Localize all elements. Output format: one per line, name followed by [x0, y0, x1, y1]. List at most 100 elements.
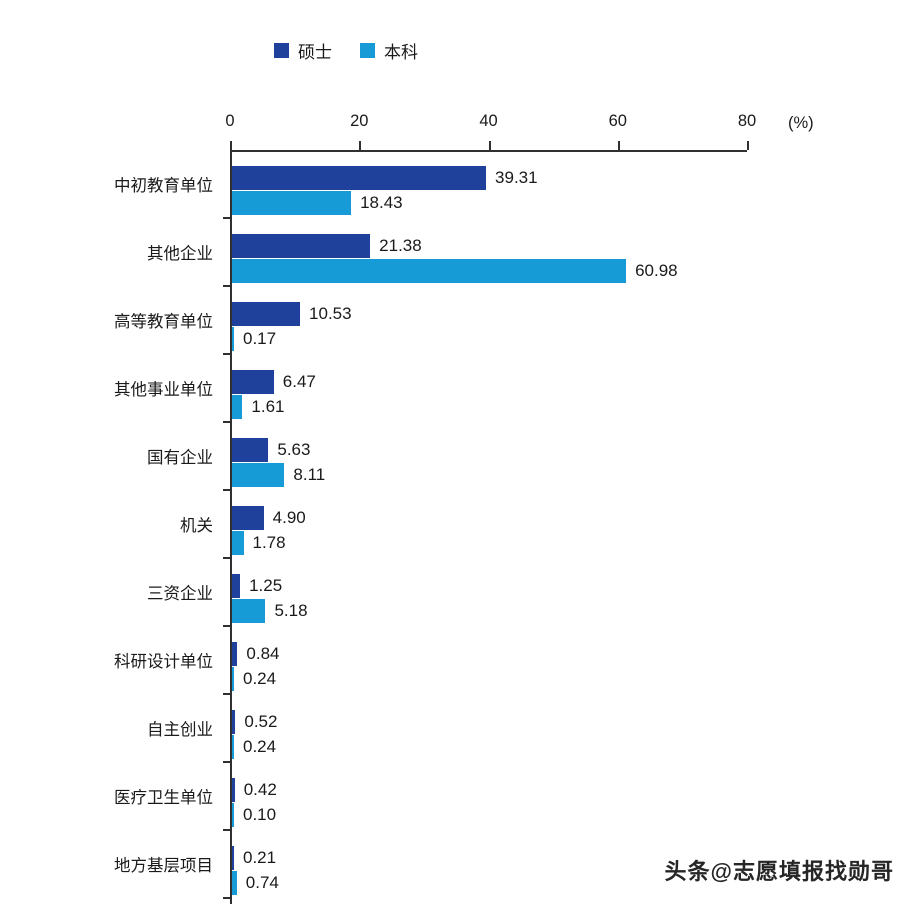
legend-swatch-masters	[274, 43, 289, 58]
y-tick-mark	[223, 217, 230, 219]
bar-line-masters: 21.38	[232, 234, 906, 258]
bar-value: 4.90	[272, 508, 306, 527]
bar-value: 60.98	[635, 261, 678, 280]
category-label: 高等教育单位	[114, 313, 213, 331]
bar-bachelor	[232, 191, 352, 215]
x-tick-mark	[747, 141, 749, 150]
category-label: 医疗卫生单位	[114, 789, 213, 807]
bar-masters	[232, 302, 301, 326]
category-row: 三资企业 1.25 5.18	[0, 558, 906, 626]
bar-bachelor	[232, 395, 243, 419]
bar-value: 10.53	[309, 304, 352, 323]
category-label: 机关	[180, 517, 213, 535]
category-row: 国有企业 5.63 8.11	[0, 422, 906, 490]
y-tick-mark	[223, 421, 230, 423]
x-tick-mark	[359, 141, 362, 150]
x-tick-label: 40	[479, 112, 498, 130]
category-label: 三资企业	[147, 585, 213, 603]
bar-line-masters: 0.52	[232, 710, 906, 734]
bar-line-bachelor: 8.11	[232, 463, 906, 487]
bar-value: 1.25	[249, 576, 283, 595]
bar-line-masters: 6.47	[232, 370, 906, 394]
bar-value: 1.61	[251, 397, 285, 416]
bar-group: 10.53 0.17	[230, 286, 906, 354]
bar-line-masters: 0.42	[232, 778, 906, 802]
y-tick-mark	[223, 693, 230, 695]
category-label: 自主创业	[147, 721, 213, 739]
bar-value: 0.42	[243, 780, 277, 799]
bar-group: 0.42 0.10	[230, 762, 906, 830]
watermark: 头条@志愿填报找勋哥	[664, 859, 894, 884]
bar-value: 6.47	[282, 372, 316, 391]
legend-swatch-bachelor	[360, 43, 375, 58]
category-label: 国有企业	[147, 449, 213, 467]
bar-line-bachelor: 0.74	[232, 871, 906, 895]
category-row: 机关 4.90 1.78	[0, 490, 906, 558]
bar-masters	[232, 574, 241, 598]
category-label: 中初教育单位	[114, 177, 213, 195]
x-tick-mark	[617, 141, 620, 150]
bar-group: 21.38 60.98	[230, 218, 906, 286]
bar-bachelor	[232, 463, 285, 487]
axis-unit-label: (%)	[788, 114, 814, 132]
bar-line-bachelor: 1.61	[232, 395, 906, 419]
category-row: 其他事业单位 6.47 1.61	[0, 354, 906, 422]
category-row: 高等教育单位 10.53 0.17	[0, 286, 906, 354]
bar-value: 0.84	[246, 644, 280, 663]
category-label: 其他企业	[147, 245, 213, 263]
bar-group: 39.31 18.43	[230, 150, 906, 218]
legend: 硕士 本科	[274, 38, 418, 63]
bar-line-bachelor: 18.43	[232, 191, 906, 215]
bar-value: 0.17	[243, 329, 277, 348]
bar-bachelor	[232, 803, 234, 827]
bar-line-masters: 10.53	[232, 302, 906, 326]
bar-value: 0.24	[243, 737, 277, 756]
legend-item-bachelor: 本科	[360, 38, 418, 63]
bar-masters	[232, 370, 274, 394]
bar-group: 6.47 1.61	[230, 354, 906, 422]
bar-value: 21.38	[379, 236, 422, 255]
bar-line-bachelor: 0.24	[232, 735, 906, 759]
bar-masters	[232, 710, 236, 734]
legend-item-masters: 硕士	[274, 38, 332, 63]
y-tick-mark	[223, 761, 230, 763]
bar-value: 0.52	[244, 712, 278, 731]
category-row: 其他企业 21.38 60.98	[0, 218, 906, 286]
bar-bachelor	[232, 735, 234, 759]
bar-bachelor	[232, 871, 237, 895]
y-tick-mark	[223, 557, 230, 559]
bar-value: 0.10	[243, 805, 277, 824]
y-tick-mark	[223, 353, 230, 355]
bar-value: 18.43	[360, 193, 403, 212]
y-tick-mark	[223, 829, 230, 831]
bar-line-bachelor: 60.98	[232, 259, 906, 283]
bar-masters	[232, 642, 238, 666]
bar-value: 0.74	[245, 873, 279, 892]
category-row: 医疗卫生单位 0.42 0.10	[0, 762, 906, 830]
bar-line-bachelor: 0.10	[232, 803, 906, 827]
x-tick-mark	[230, 141, 232, 150]
bar-line-masters: 39.31	[232, 166, 906, 190]
bar-line-bachelor: 0.24	[232, 667, 906, 691]
bar-value: 1.78	[252, 533, 286, 552]
bar-line-masters: 5.63	[232, 438, 906, 462]
bar-group: 5.63 8.11	[230, 422, 906, 490]
bar-masters	[232, 846, 234, 870]
bar-bachelor	[232, 327, 234, 351]
category-label: 科研设计单位	[114, 653, 213, 671]
bar-group: 0.52 0.24	[230, 694, 906, 762]
bar-bachelor	[232, 259, 627, 283]
bar-group: 0.84 0.24	[230, 626, 906, 694]
y-axis-line	[230, 150, 232, 904]
bar-masters	[232, 778, 235, 802]
x-tick-label: 80	[737, 112, 757, 130]
bar-line-masters: 0.21	[232, 846, 906, 870]
legend-label: 硕士	[298, 43, 332, 62]
category-label: 其他事业单位	[114, 381, 213, 399]
bar-bachelor	[232, 531, 244, 555]
bar-line-bachelor: 1.78	[232, 531, 906, 555]
bar-group: 0.21 0.74	[230, 830, 906, 898]
y-tick-mark	[223, 897, 230, 899]
category-row: 科研设计单位 0.84 0.24	[0, 626, 906, 694]
bar-bachelor	[232, 599, 266, 623]
